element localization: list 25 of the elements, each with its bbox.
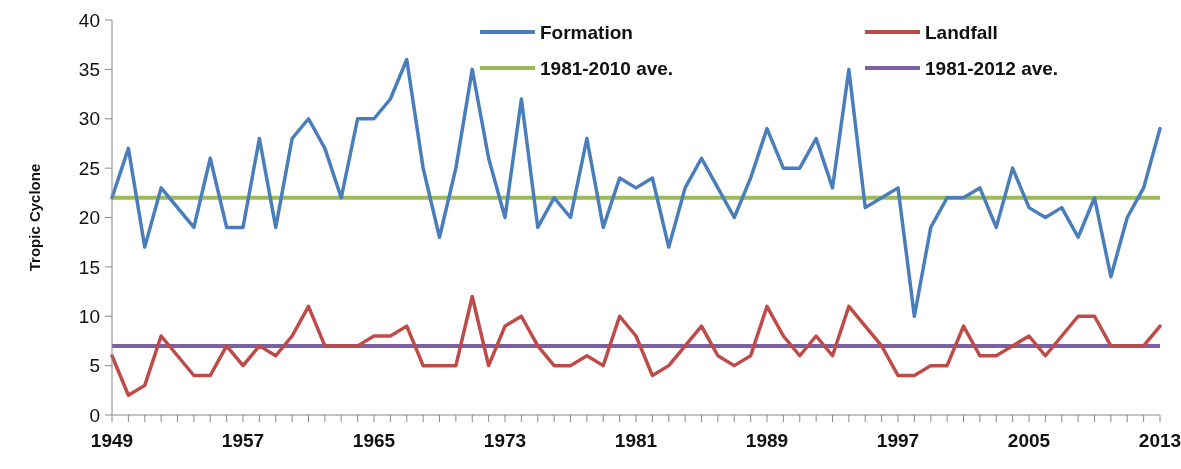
x-tick-label: 1957 bbox=[221, 430, 265, 451]
y-tick-label: 0 bbox=[89, 404, 100, 426]
x-tick-label: 1989 bbox=[745, 430, 789, 451]
y-tick-label: 35 bbox=[78, 59, 100, 81]
y-tick-label: 40 bbox=[78, 9, 100, 31]
y-tick-label: 30 bbox=[78, 108, 100, 130]
x-tick-label: 1949 bbox=[90, 430, 134, 451]
line-series bbox=[110, 57, 1162, 318]
legend-label: 1981-2012 ave. bbox=[925, 57, 1059, 79]
legend-label: Formation bbox=[540, 21, 633, 43]
y-tick-label: 20 bbox=[78, 207, 100, 229]
x-tick-label: 2013 bbox=[1138, 430, 1181, 451]
x-tick-label: 1973 bbox=[483, 430, 527, 451]
x-tick-label: 1965 bbox=[352, 430, 396, 451]
legend-label: Landfall bbox=[925, 21, 998, 43]
y-axis-title: Tropic Cyclone bbox=[26, 163, 43, 272]
line-series bbox=[110, 294, 1162, 397]
y-tick-label: 5 bbox=[89, 355, 100, 377]
legend-label: 1981-2010 ave. bbox=[540, 57, 674, 79]
y-tick-label: 10 bbox=[78, 305, 100, 327]
x-tick-label: 1997 bbox=[876, 430, 920, 451]
y-tick-label: 25 bbox=[78, 157, 100, 179]
x-tick-label: 1981 bbox=[614, 430, 658, 451]
y-tick-label: 15 bbox=[78, 256, 100, 278]
x-tick-label: 2005 bbox=[1007, 430, 1051, 451]
